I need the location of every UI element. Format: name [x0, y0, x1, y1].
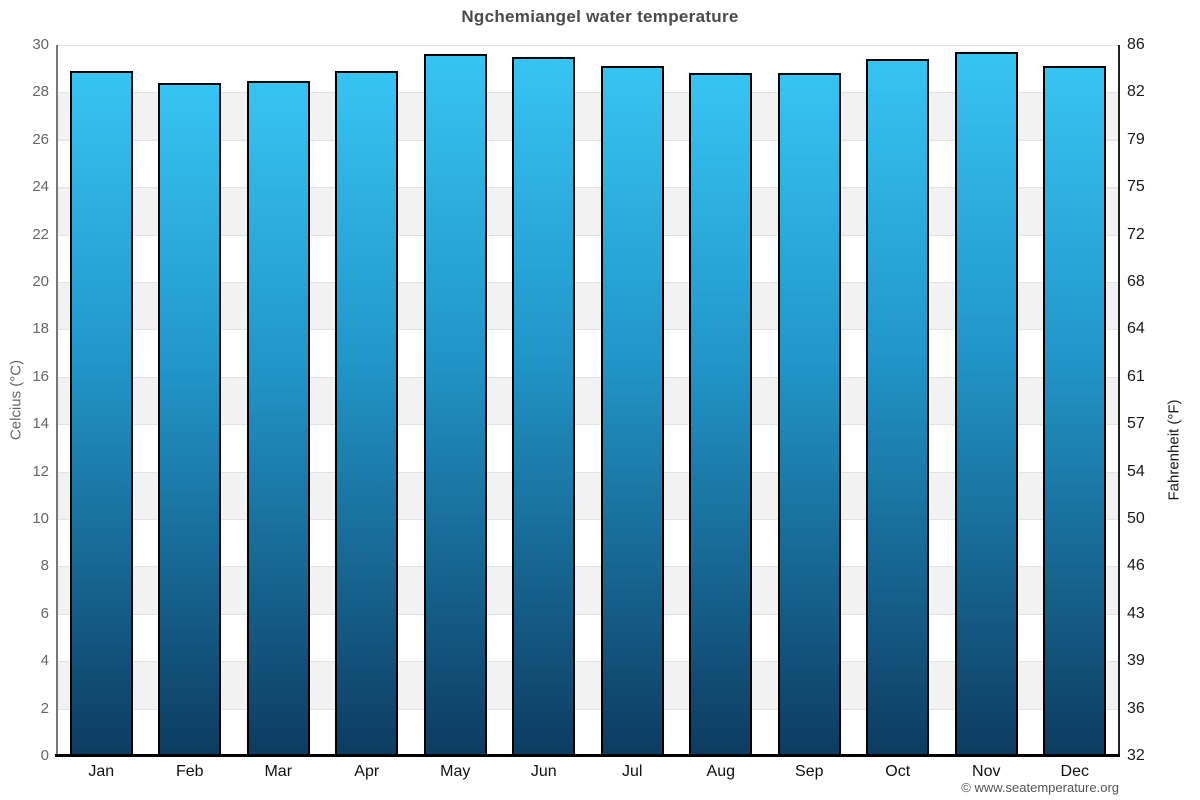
- x-tick-jul: Jul: [622, 763, 643, 780]
- y-tick-left-8: 8: [40, 557, 49, 575]
- gridline-12c: [57, 471, 1119, 473]
- plot-band-26c-24c: [57, 139, 1119, 188]
- y-tick-right-46: 46: [1127, 557, 1145, 575]
- bar-aug[interactable]: [689, 73, 753, 756]
- y-tick-left-24: 24: [32, 178, 49, 196]
- x-axis-baseline: [55, 754, 1120, 757]
- y-tick-left-20: 20: [32, 273, 49, 290]
- bar-dec[interactable]: [1043, 66, 1107, 756]
- y-tick-left-12: 12: [32, 462, 49, 480]
- bar-apr[interactable]: [335, 71, 399, 756]
- y-tick-right-75: 75: [1127, 178, 1145, 196]
- bar-feb[interactable]: [158, 82, 222, 756]
- gridline-26c: [57, 139, 1119, 141]
- plot-band-16c-14c: [57, 376, 1119, 425]
- y-tick-right-61: 61: [1127, 367, 1145, 385]
- x-tick-dec: Dec: [1060, 763, 1089, 780]
- plot-band-22c-20c: [57, 234, 1119, 282]
- gridline-4c: [57, 661, 1119, 663]
- y-tick-left-10: 10: [32, 510, 49, 527]
- gridline-8c: [57, 566, 1119, 568]
- y-tick-left-18: 18: [32, 320, 49, 338]
- plot-band-8c-6c: [57, 566, 1119, 614]
- bar-jan[interactable]: [69, 71, 133, 756]
- x-tick-oct: Oct: [885, 763, 911, 780]
- x-tick-jan: Jan: [88, 763, 115, 780]
- plot-band-14c-12c: [57, 424, 1119, 472]
- bar-oct[interactable]: [866, 59, 930, 756]
- y-tick-right-72: 72: [1127, 225, 1145, 243]
- bar-nov[interactable]: [954, 52, 1018, 756]
- gridline-28c: [57, 92, 1119, 94]
- bar-mar[interactable]: [246, 80, 310, 756]
- bar-jun[interactable]: [512, 56, 576, 756]
- y-tick-right-68: 68: [1127, 273, 1145, 290]
- gridline-10c: [57, 519, 1119, 520]
- y-tick-left-30: 30: [32, 36, 49, 53]
- gridline-6c: [57, 613, 1119, 615]
- y-tick-left-6: 6: [40, 604, 49, 622]
- y-tick-right-32: 32: [1127, 747, 1145, 764]
- y-tick-right-54: 54: [1127, 462, 1145, 480]
- gridline-22c: [57, 234, 1119, 236]
- x-tick-jun: Jun: [530, 763, 557, 780]
- y-tick-right-57: 57: [1127, 415, 1145, 433]
- x-tick-sep: Sep: [795, 763, 824, 780]
- y-tick-right-39: 39: [1127, 652, 1145, 670]
- gridline-16c: [57, 376, 1119, 378]
- y-tick-right-50: 50: [1127, 510, 1145, 527]
- x-tick-feb: Feb: [175, 763, 204, 780]
- y-tick-right-36: 36: [1127, 699, 1145, 717]
- y-tick-left-22: 22: [32, 225, 49, 243]
- plot-band-2c-0c: [57, 708, 1119, 756]
- bar-may[interactable]: [423, 54, 487, 756]
- left-y-axis-line: [56, 45, 58, 756]
- plot-band-4c-2c: [57, 661, 1119, 709]
- y-tick-right-43: 43: [1127, 604, 1145, 622]
- gridline-2c: [57, 708, 1119, 710]
- plot-band-10c-8c: [57, 519, 1119, 567]
- plot-band-24c-22c: [57, 187, 1119, 235]
- x-tick-mar: Mar: [264, 763, 293, 780]
- y-tick-left-26: 26: [32, 130, 49, 148]
- x-tick-apr: Apr: [354, 763, 380, 780]
- y-tick-left-16: 16: [32, 367, 49, 385]
- plot-band-20c-18c: [57, 282, 1119, 330]
- right-y-axis-line: [1118, 45, 1120, 756]
- y-tick-left-0: 0: [40, 747, 49, 764]
- y-tick-right-82: 82: [1127, 83, 1145, 101]
- y-tick-right-86: 86: [1127, 36, 1145, 53]
- y-tick-left-4: 4: [40, 652, 49, 670]
- gridline-24c: [57, 187, 1119, 189]
- y-tick-right-79: 79: [1127, 130, 1145, 148]
- chart-title: Ngchemiangel water temperature: [461, 7, 739, 26]
- x-tick-may: May: [440, 763, 471, 780]
- plot-band-18c-16c: [57, 329, 1119, 377]
- x-tick-nov: Nov: [972, 763, 1001, 780]
- bar-jul[interactable]: [600, 66, 664, 756]
- plot-band-6c-4c: [57, 613, 1119, 662]
- plot-band-28c-26c: [57, 92, 1119, 140]
- gridline-14c: [57, 424, 1119, 426]
- plot-area: [57, 45, 1119, 756]
- plot-band-30c-28c: [57, 45, 1119, 93]
- copyright-credit: © www.seatemperature.org: [961, 780, 1119, 795]
- x-tick-aug: Aug: [706, 763, 735, 780]
- bar-sep[interactable]: [777, 73, 841, 756]
- gridline-20c: [57, 282, 1119, 283]
- y-tick-left-14: 14: [32, 415, 49, 433]
- gridline-30c: [57, 45, 1119, 46]
- gridline-18c: [57, 329, 1119, 331]
- plot-band-12c-10c: [57, 471, 1119, 519]
- y-tick-left-2: 2: [40, 699, 49, 717]
- y-tick-left-28: 28: [32, 83, 49, 101]
- y-tick-right-64: 64: [1127, 320, 1145, 338]
